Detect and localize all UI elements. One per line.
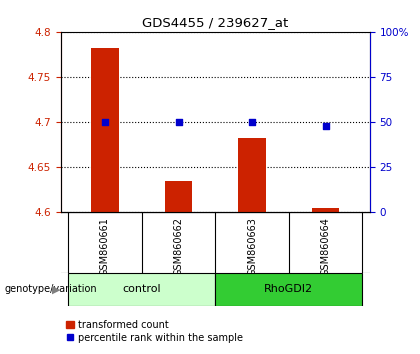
Text: ▶: ▶ bbox=[52, 284, 61, 295]
Bar bbox=[91, 48, 119, 212]
Point bbox=[175, 119, 182, 125]
Text: RhoGDI2: RhoGDI2 bbox=[264, 284, 313, 295]
Text: GSM860663: GSM860663 bbox=[247, 217, 257, 276]
Text: GSM860661: GSM860661 bbox=[100, 217, 110, 276]
Point bbox=[322, 123, 329, 129]
Title: GDS4455 / 239627_at: GDS4455 / 239627_at bbox=[142, 16, 289, 29]
Point bbox=[249, 119, 255, 125]
Bar bbox=[165, 181, 192, 212]
Text: GSM860662: GSM860662 bbox=[173, 217, 184, 276]
Text: GSM860664: GSM860664 bbox=[320, 217, 331, 276]
Bar bbox=[312, 208, 339, 212]
Bar bbox=[68, 273, 215, 306]
Text: control: control bbox=[123, 284, 161, 295]
Text: genotype/variation: genotype/variation bbox=[4, 284, 97, 295]
Bar bbox=[238, 138, 266, 212]
Legend: transformed count, percentile rank within the sample: transformed count, percentile rank withi… bbox=[66, 320, 244, 343]
Bar bbox=[215, 273, 362, 306]
Point bbox=[102, 119, 108, 125]
